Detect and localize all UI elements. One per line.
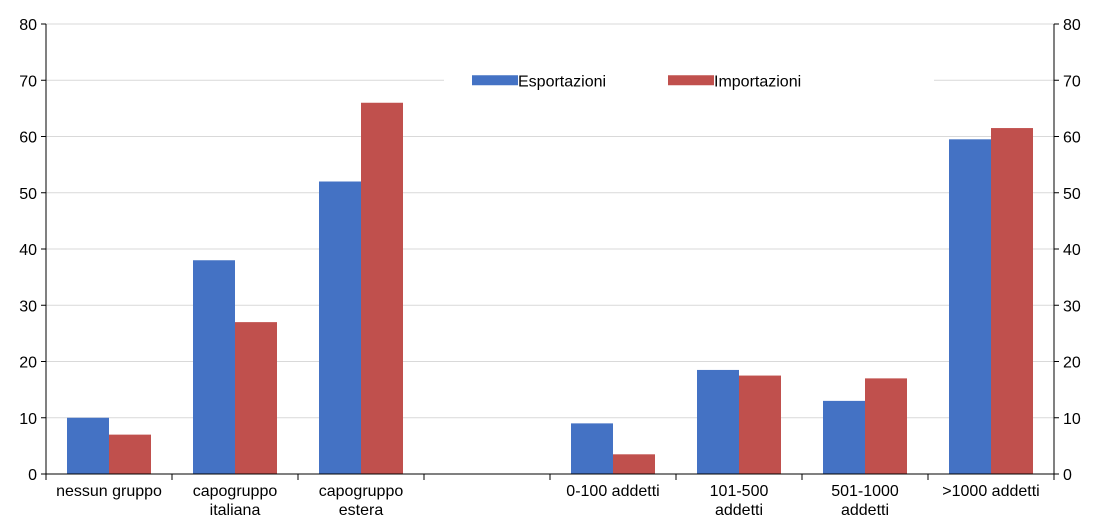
x-tick-label: capogruppo bbox=[319, 483, 404, 500]
legend-label: Esportazioni bbox=[518, 73, 606, 90]
bar bbox=[739, 375, 781, 474]
y-tick-label: 10 bbox=[1063, 411, 1081, 428]
bar bbox=[823, 400, 865, 474]
bar bbox=[865, 378, 907, 474]
bar bbox=[235, 322, 277, 474]
bars bbox=[67, 102, 1033, 474]
y-tick-label: 70 bbox=[1063, 73, 1081, 90]
legend: Esportazioni Importazioni bbox=[472, 73, 801, 90]
bar bbox=[361, 102, 403, 474]
right-y-axis: 0 10 20 30 40 50 60 70 80 bbox=[1054, 17, 1081, 484]
legend-swatch bbox=[668, 75, 714, 86]
bar bbox=[67, 417, 109, 474]
bar bbox=[571, 423, 613, 474]
x-tick-label: 101-500 bbox=[710, 483, 769, 500]
y-tick-label: 40 bbox=[1063, 242, 1081, 259]
legend-label: Importazioni bbox=[714, 73, 801, 90]
x-tick-label: addetti bbox=[715, 502, 763, 518]
y-tick-label: 0 bbox=[28, 467, 37, 484]
y-tick-label: 30 bbox=[1063, 298, 1081, 315]
left-y-axis: 0 10 20 30 40 50 60 70 80 bbox=[19, 17, 46, 484]
x-tick-label: italiana bbox=[210, 502, 261, 518]
y-tick-label: 10 bbox=[19, 411, 37, 428]
x-tick-label: >1000 addetti bbox=[942, 483, 1039, 500]
x-tick-label: 0-100 addetti bbox=[566, 483, 659, 500]
y-tick-label: 20 bbox=[1063, 355, 1081, 372]
bar bbox=[991, 128, 1033, 474]
y-tick-label: 50 bbox=[1063, 186, 1081, 203]
bar bbox=[319, 181, 361, 474]
x-tick-label: capogruppo bbox=[193, 483, 278, 500]
y-tick-label: 0 bbox=[1063, 467, 1072, 484]
x-tick-label: addetti bbox=[841, 502, 889, 518]
y-tick-label: 70 bbox=[19, 73, 37, 90]
bar bbox=[109, 434, 151, 474]
bar bbox=[697, 369, 739, 474]
x-tick-label: estera bbox=[339, 502, 384, 518]
bar bbox=[613, 454, 655, 474]
y-tick-label: 60 bbox=[19, 130, 37, 147]
legend-swatch bbox=[472, 75, 518, 86]
bar bbox=[949, 139, 991, 474]
y-tick-label: 30 bbox=[19, 298, 37, 315]
y-tick-label: 20 bbox=[19, 355, 37, 372]
x-tick-label: 501-1000 bbox=[831, 483, 899, 500]
y-tick-label: 80 bbox=[19, 17, 37, 34]
y-tick-label: 40 bbox=[19, 242, 37, 259]
x-tick-label: nessun gruppo bbox=[56, 483, 162, 500]
bar bbox=[193, 260, 235, 474]
y-tick-label: 50 bbox=[19, 186, 37, 203]
y-tick-label: 80 bbox=[1063, 17, 1081, 34]
y-tick-label: 60 bbox=[1063, 130, 1081, 147]
x-axis-labels: nessun gruppo capogruppo italiana capogrupp… bbox=[56, 483, 1040, 518]
